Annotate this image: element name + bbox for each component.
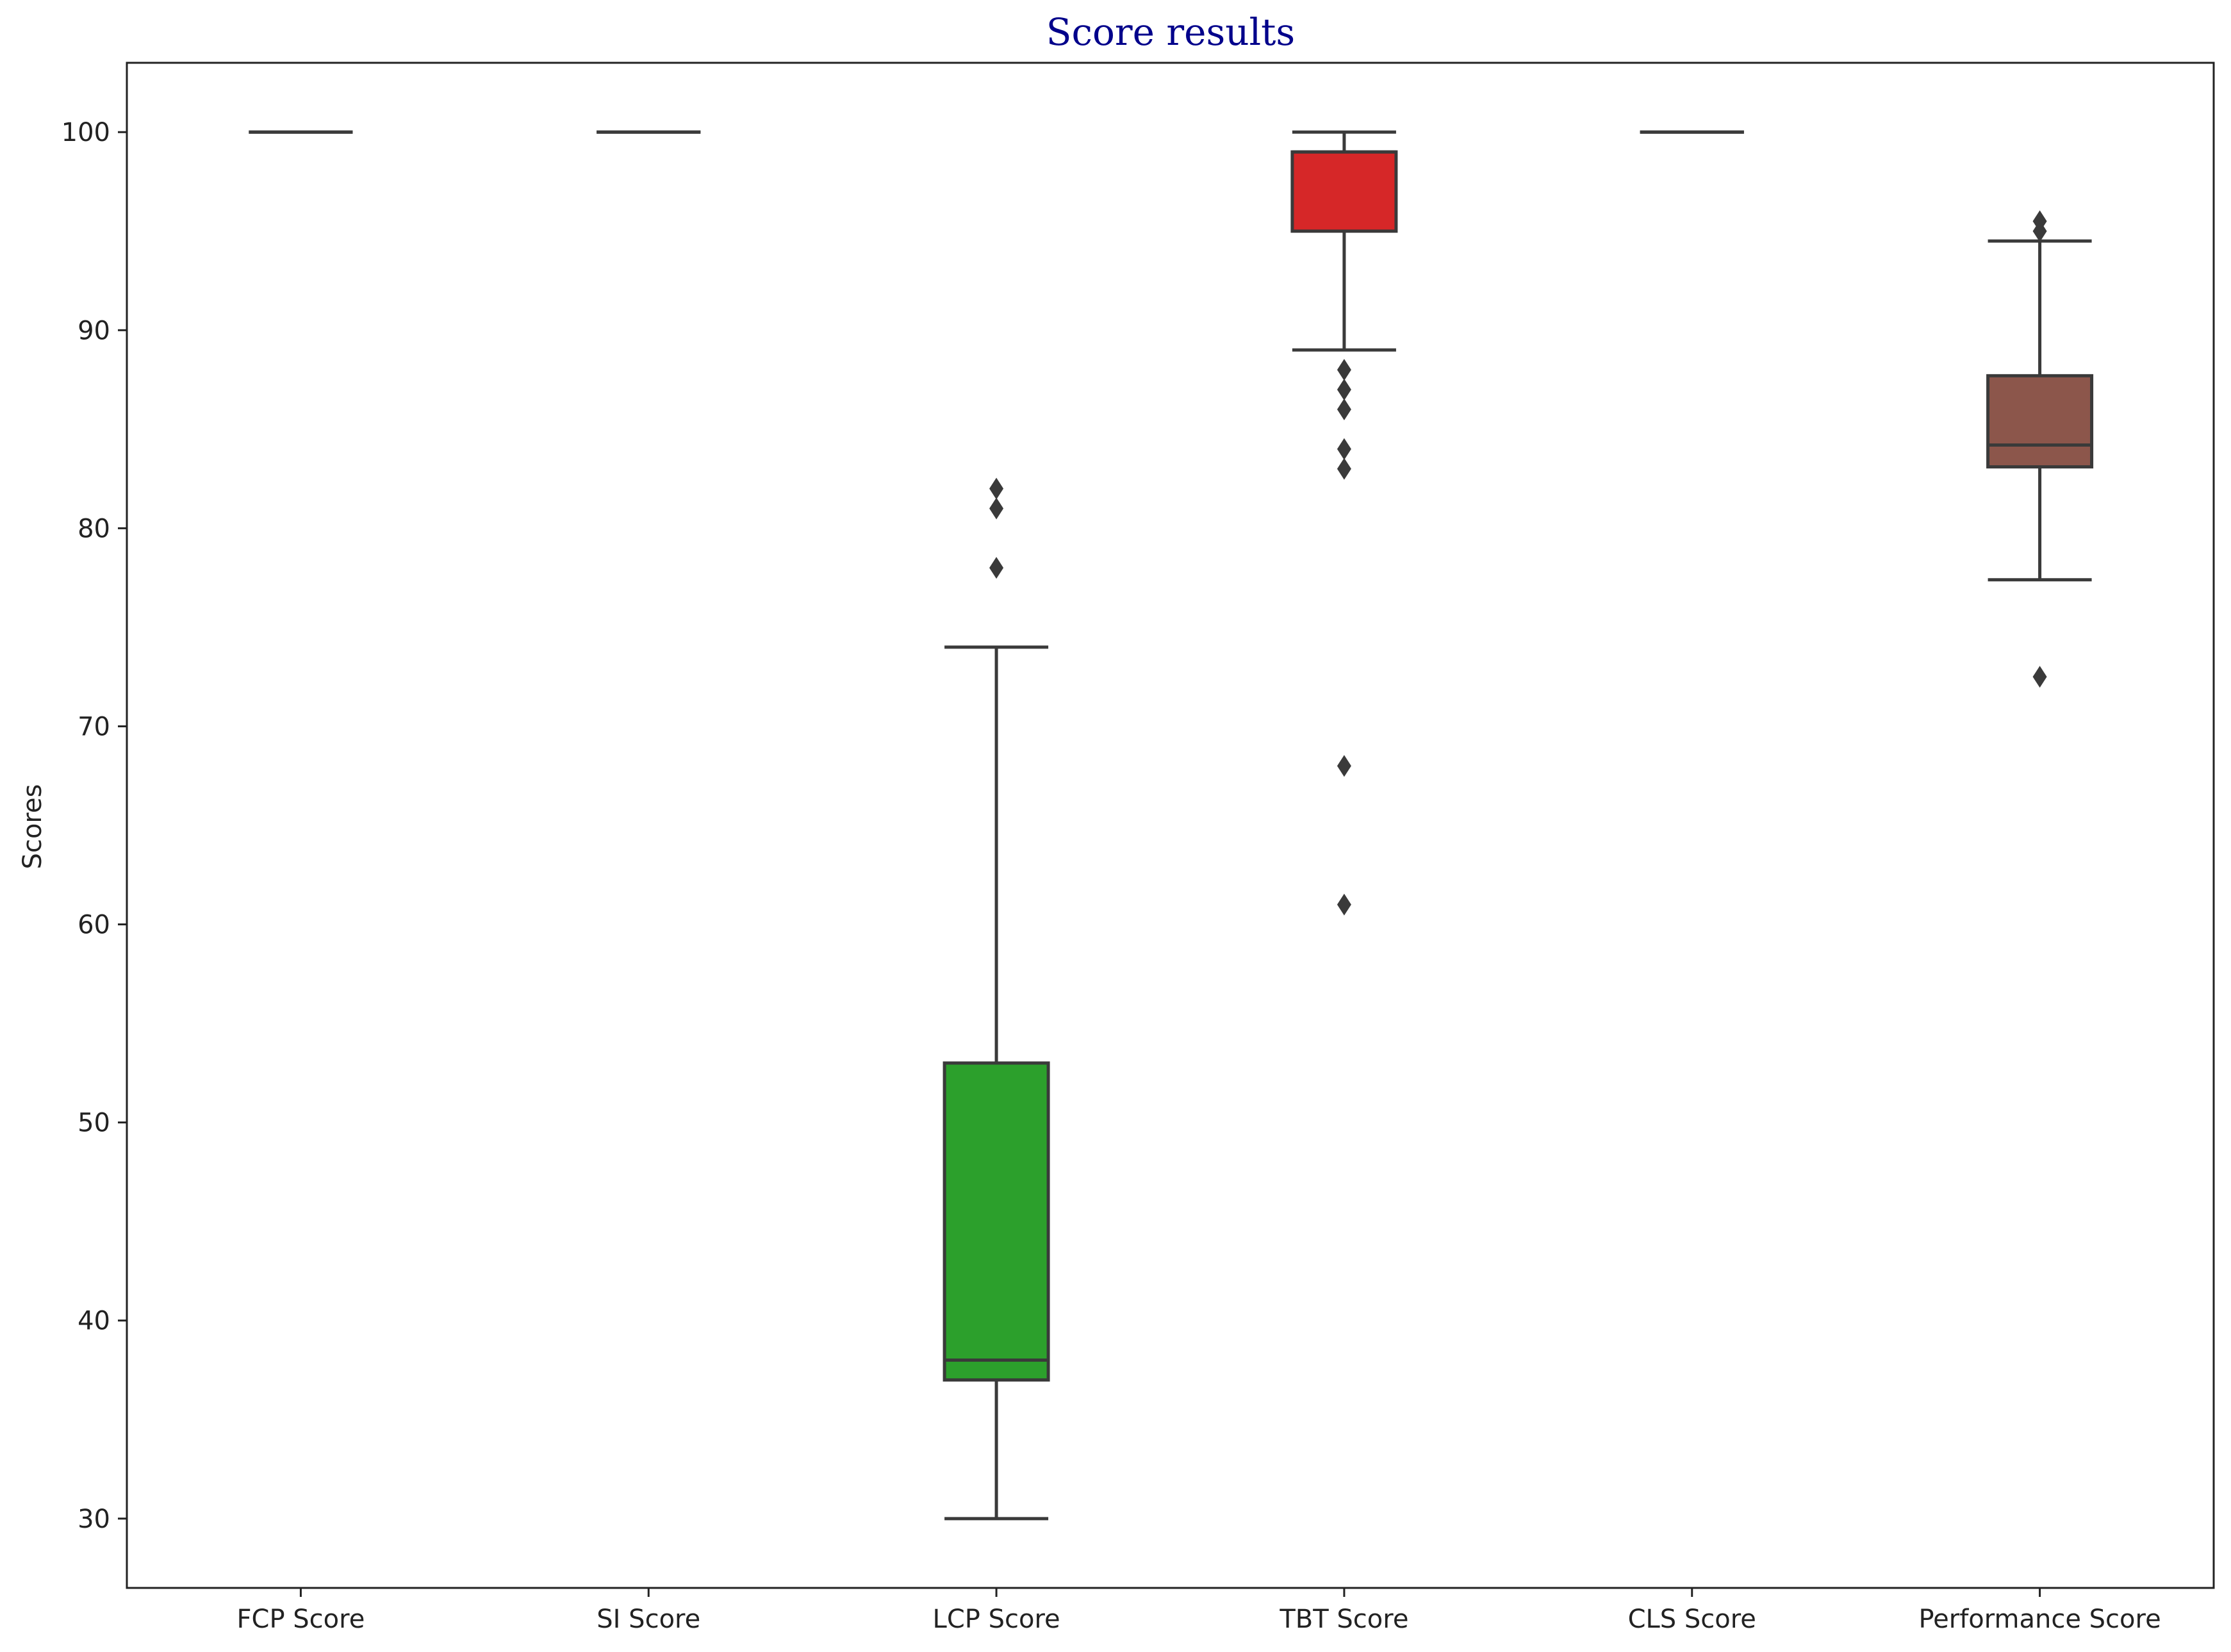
outlier-point-2 — [989, 477, 1004, 500]
x-tick-label-tbt-score: TBT Score — [1279, 1605, 1408, 1634]
outlier-point-6 — [1337, 893, 1351, 916]
outlier-point-1 — [2032, 210, 2047, 233]
outlier-point-3 — [1337, 438, 1351, 460]
outlier-point-4 — [1337, 458, 1351, 480]
y-axis-label: Scores — [18, 784, 47, 870]
box-tbt-score — [1290, 130, 1398, 916]
plot-frame — [126, 62, 2215, 1589]
y-tick-label-50: 50 — [78, 1109, 110, 1138]
box-body — [1290, 150, 1398, 233]
x-tick-label-fcp-score: FCP Score — [237, 1605, 365, 1634]
y-tick-label-40: 40 — [78, 1307, 110, 1336]
y-tick-label-70: 70 — [78, 712, 110, 741]
outlier-point-0 — [1337, 359, 1351, 381]
box-lcp-score — [943, 477, 1050, 1521]
box-body — [943, 1061, 1050, 1382]
outlier-point-1 — [1337, 379, 1351, 401]
x-tick-label-lcp-score: LCP Score — [933, 1605, 1060, 1634]
x-tick-label-si-score: SI Score — [597, 1605, 700, 1634]
outlier-point-2 — [1337, 398, 1351, 420]
outlier-point-0 — [989, 557, 1004, 579]
x-tick-label-performance-score: Performance Score — [1918, 1605, 2161, 1634]
box-performance-score — [1986, 210, 2094, 688]
x-tick-label-cls-score: CLS Score — [1628, 1605, 1756, 1634]
x-axis-ticks: FCP Score SI Score LCP Score TBT Score CLS S… — [237, 1588, 2161, 1634]
outlier-point-1 — [989, 497, 1004, 520]
y-tick-label-80: 80 — [78, 514, 110, 543]
outlier-point-5 — [1337, 755, 1351, 777]
y-tick-label-100: 100 — [62, 118, 110, 147]
boxes-group — [249, 130, 2094, 1521]
box-body — [1986, 374, 2094, 469]
y-tick-label-90: 90 — [78, 316, 110, 345]
y-axis-ticks: 30 40 50 60 70 80 90 100 — [62, 118, 127, 1534]
y-tick-label-30: 30 — [78, 1505, 110, 1534]
outlier-point-2 — [2032, 666, 2047, 688]
y-tick-label-60: 60 — [78, 911, 110, 940]
chart-title: Score results — [1046, 10, 1295, 54]
